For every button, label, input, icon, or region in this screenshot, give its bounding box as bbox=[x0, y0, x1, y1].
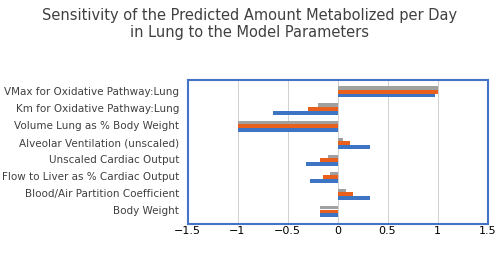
Bar bbox=[338, 90, 438, 94]
Bar bbox=[320, 209, 338, 213]
Bar bbox=[328, 155, 338, 158]
Text: Flow to Liver as % Cardiac Output: Flow to Liver as % Cardiac Output bbox=[2, 172, 179, 182]
Bar bbox=[238, 128, 338, 132]
Bar bbox=[322, 176, 338, 179]
Bar bbox=[338, 137, 342, 141]
Text: Volume Lung as % Body Weight: Volume Lung as % Body Weight bbox=[14, 121, 179, 131]
Bar bbox=[238, 124, 338, 128]
Text: Scaled VMax for Oxidative Pathway:Lung: Scaled VMax for Oxidative Pathway:Lung bbox=[0, 87, 179, 97]
Bar bbox=[320, 206, 338, 209]
Bar bbox=[272, 111, 338, 115]
Bar bbox=[338, 192, 352, 196]
Bar bbox=[308, 107, 338, 111]
Bar bbox=[330, 172, 338, 175]
Bar bbox=[320, 213, 338, 217]
Text: Sensitivity of the Predicted Amount Metabolized per Day
in Lung to the Model Par: Sensitivity of the Predicted Amount Meta… bbox=[42, 8, 458, 40]
Text: Km for Oxidative Pathway:Lung: Km for Oxidative Pathway:Lung bbox=[16, 104, 179, 114]
Bar bbox=[338, 196, 370, 200]
Bar bbox=[338, 141, 349, 145]
Bar bbox=[338, 189, 345, 192]
Text: Alveolar Ventilation (unscaled): Alveolar Ventilation (unscaled) bbox=[19, 138, 179, 148]
Bar bbox=[320, 158, 338, 162]
Bar bbox=[306, 162, 338, 166]
Bar bbox=[338, 94, 434, 97]
Bar bbox=[238, 121, 338, 124]
Text: Unscaled Cardiac Output: Unscaled Cardiac Output bbox=[49, 155, 179, 165]
Text: Blood/Air Partition Coefficient: Blood/Air Partition Coefficient bbox=[25, 189, 179, 199]
Text: Body Weight: Body Weight bbox=[114, 206, 179, 216]
Bar bbox=[338, 145, 370, 149]
Bar bbox=[318, 104, 338, 107]
Bar bbox=[338, 86, 438, 90]
Bar bbox=[310, 179, 338, 183]
